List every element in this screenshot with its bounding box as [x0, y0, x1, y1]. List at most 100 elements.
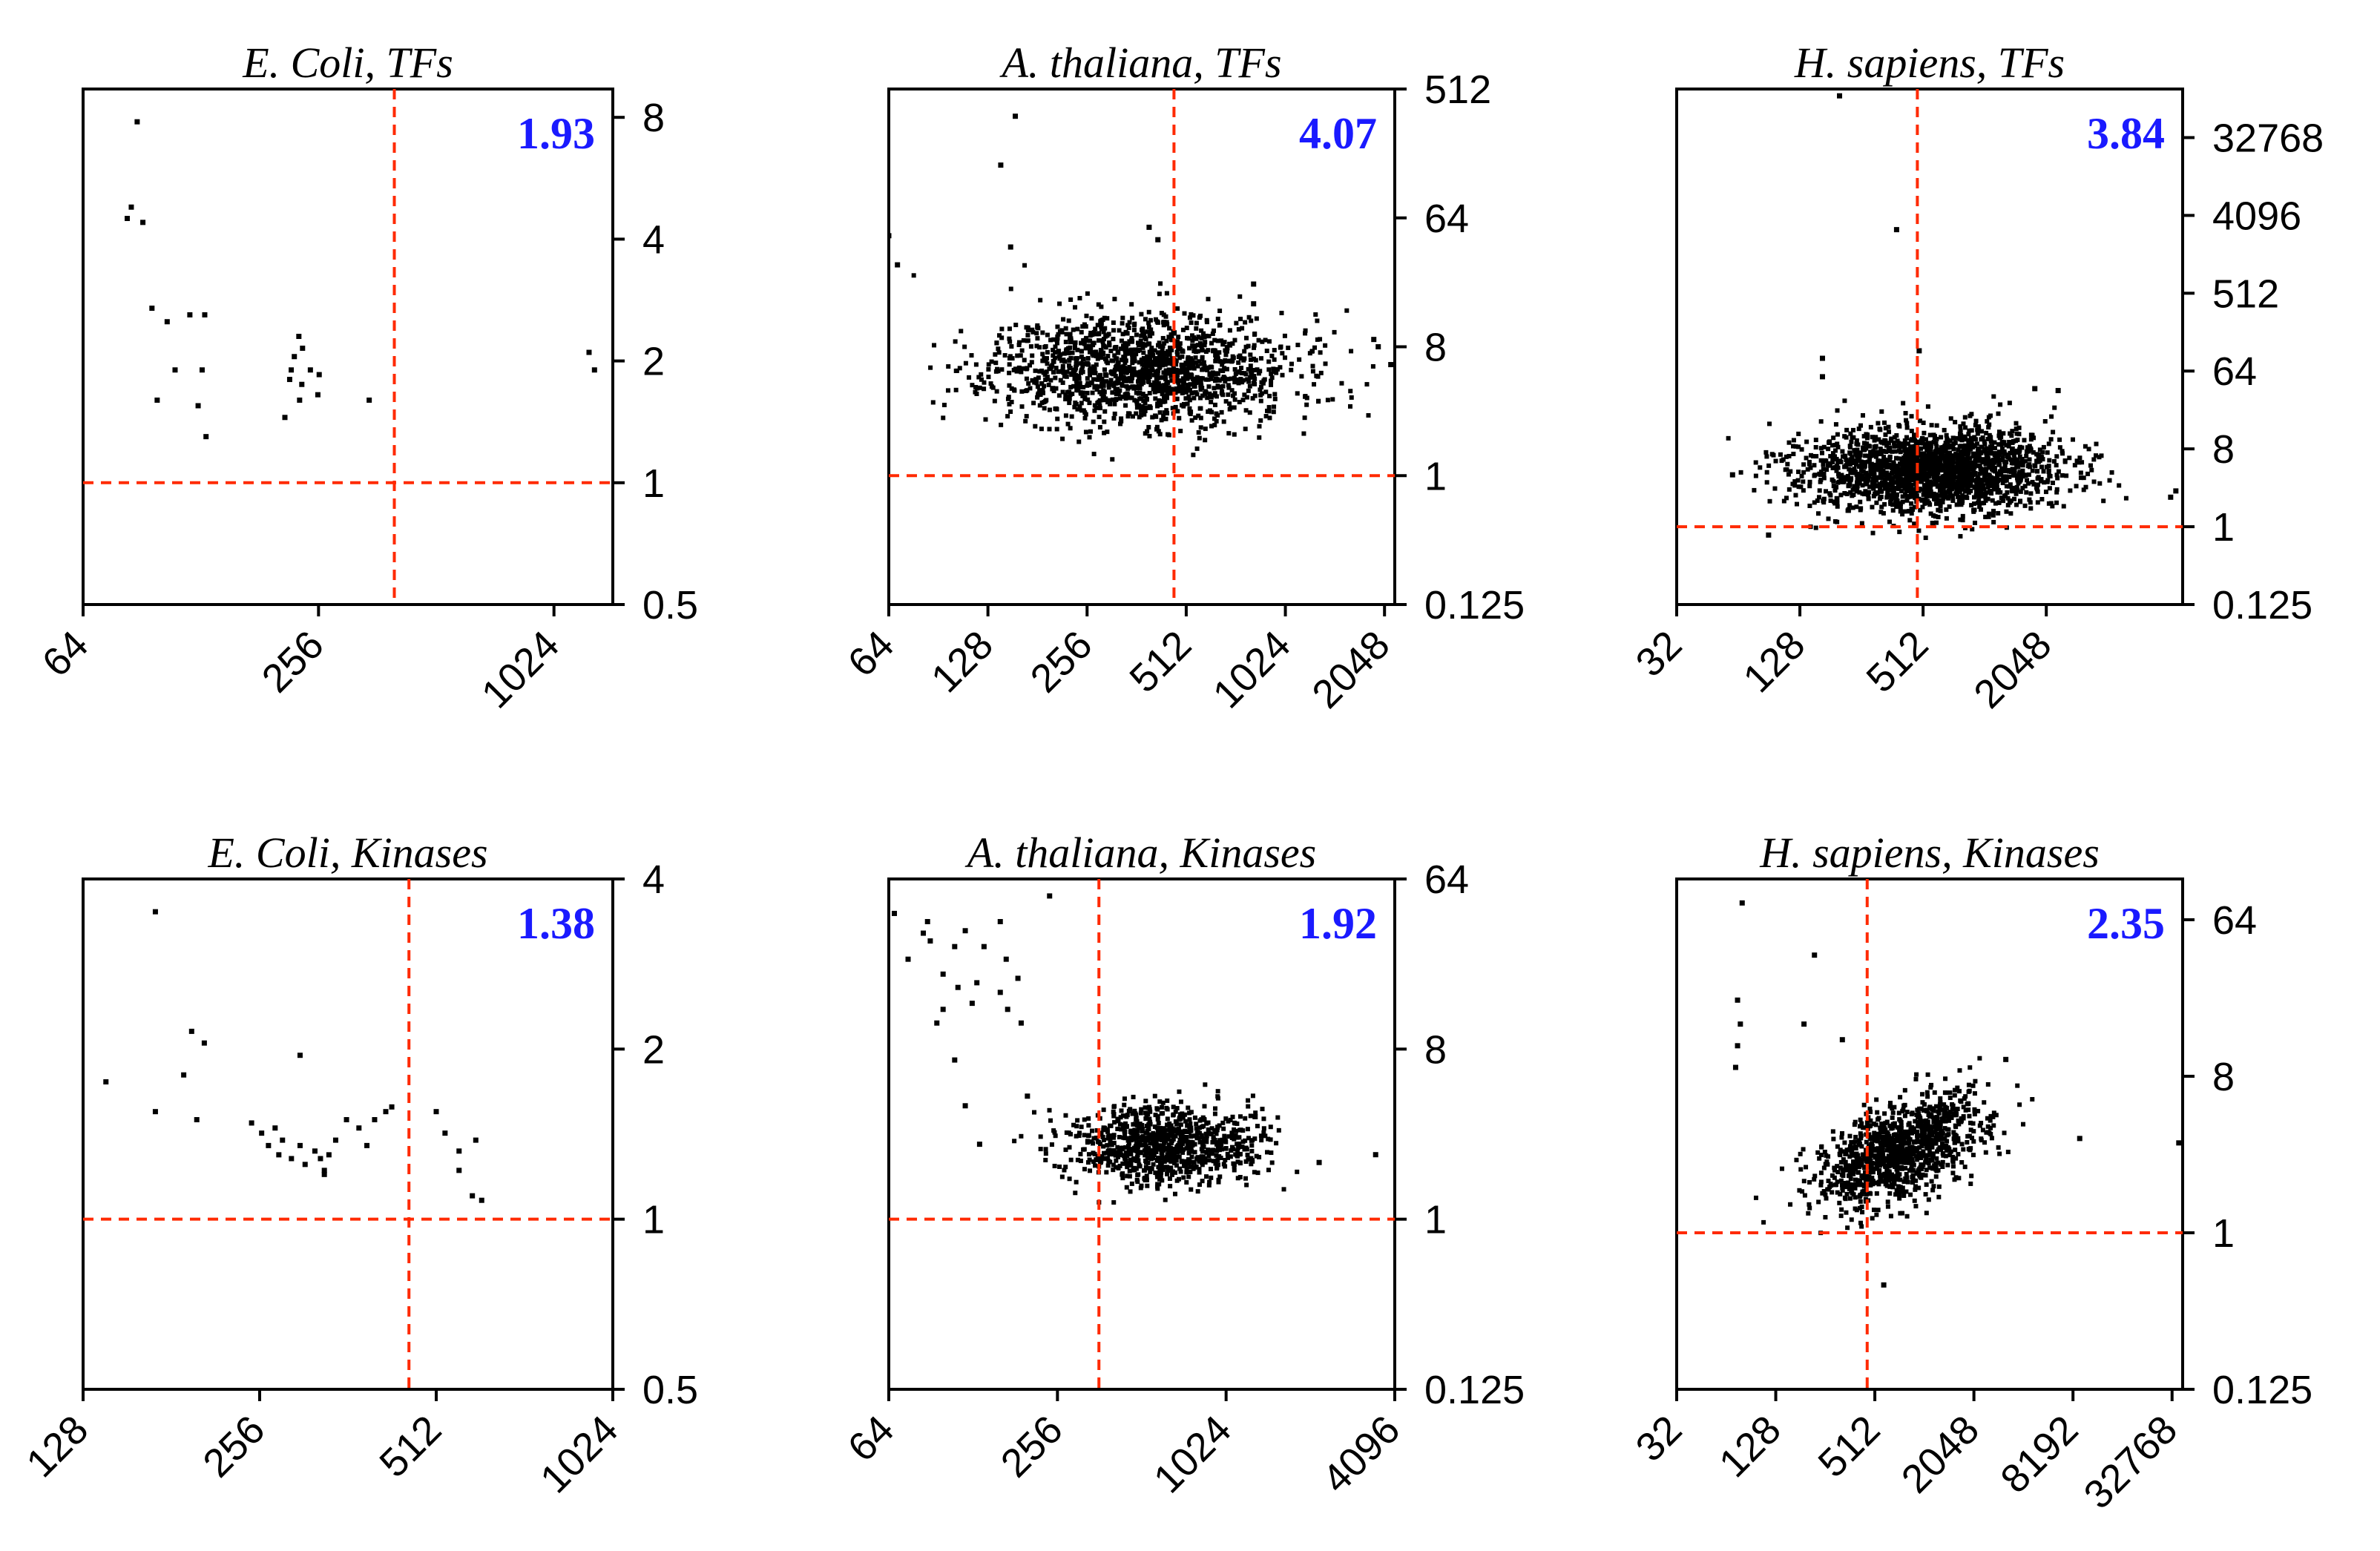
- data-point: [1269, 371, 1274, 376]
- data-point: [999, 422, 1004, 427]
- data-point: [1149, 1151, 1154, 1156]
- data-point: [473, 1137, 479, 1143]
- data-point: [1286, 345, 1291, 350]
- data-point: [1157, 292, 1162, 297]
- data-point: [1212, 378, 1217, 383]
- data-point: [1034, 381, 1039, 386]
- data-point: [1973, 461, 1978, 467]
- data-point: [1131, 366, 1137, 372]
- data-point: [1855, 487, 1860, 492]
- data-point: [1250, 1093, 1255, 1099]
- data-point: [1103, 345, 1108, 350]
- data-point: [1796, 431, 1801, 436]
- data-point: [1991, 513, 1996, 518]
- data-point: [1924, 1090, 1930, 1095]
- data-point: [1059, 1174, 1065, 1179]
- data-point: [1157, 1176, 1163, 1182]
- data-point: [2022, 503, 2028, 508]
- data-point: [1909, 470, 1914, 475]
- data-point: [1123, 1150, 1128, 1155]
- data-point: [1819, 450, 1824, 455]
- data-point: [994, 340, 999, 346]
- data-point: [1128, 1128, 1134, 1133]
- data-point: [911, 273, 916, 278]
- data-point: [1181, 1175, 1186, 1180]
- data-point: [1058, 378, 1063, 383]
- data-point: [2007, 439, 2012, 444]
- data-point: [1255, 367, 1260, 372]
- data-point: [1963, 425, 1968, 430]
- data-point: [997, 918, 1003, 924]
- data-point: [1232, 391, 1237, 396]
- data-point: [1862, 460, 1867, 465]
- data-point: [1888, 499, 1893, 504]
- data-point: [1179, 1113, 1184, 1118]
- data-point: [1977, 493, 1982, 498]
- data-point: [164, 319, 170, 325]
- data-point: [1015, 975, 1021, 981]
- data-point: [1126, 411, 1131, 416]
- data-point: [1947, 450, 1953, 455]
- data-point: [1942, 444, 1947, 450]
- data-point: [1243, 1138, 1248, 1143]
- data-point: [1160, 1127, 1166, 1133]
- data-point: [1232, 380, 1237, 385]
- data-point: [1096, 384, 1101, 389]
- data-point: [1923, 444, 1928, 450]
- data-point: [1318, 350, 1323, 355]
- data-point: [1960, 486, 1965, 491]
- data-point: [1959, 432, 1964, 438]
- data-point: [1187, 346, 1192, 351]
- data-point: [1890, 494, 1896, 499]
- data-point: [1151, 1130, 1156, 1136]
- data-point: [1048, 378, 1053, 383]
- data-point: [1928, 1084, 1933, 1090]
- data-point: [1921, 454, 1926, 459]
- data-point: [1072, 343, 1077, 348]
- data-point: [1790, 481, 1795, 487]
- data-point: [1171, 1104, 1176, 1110]
- data-point: [1206, 1147, 1211, 1153]
- data-point: [1111, 1112, 1117, 1117]
- data-point: [1147, 370, 1152, 375]
- data-point: [1143, 1105, 1148, 1110]
- data-point: [1043, 343, 1048, 349]
- data-point: [1913, 1076, 1919, 1081]
- data-point: [1111, 397, 1116, 402]
- data-point: [1082, 1117, 1087, 1122]
- data-point: [1148, 1154, 1154, 1159]
- data-point: [1148, 1141, 1153, 1146]
- data-point: [1018, 353, 1023, 358]
- data-point: [1212, 386, 1217, 391]
- data-point: [1234, 320, 1239, 326]
- data-point: [1259, 1138, 1264, 1143]
- data-point: [969, 353, 974, 358]
- data-point: [1117, 328, 1122, 333]
- data-point: [1847, 482, 1853, 487]
- data-point: [1051, 386, 1056, 391]
- data-point: [302, 1162, 308, 1168]
- panel-title: H. sapiens, TFs: [1794, 39, 2065, 87]
- data-point: [1837, 93, 1843, 99]
- data-point: [1054, 337, 1059, 343]
- stat-value: 1.38: [517, 899, 595, 948]
- data-point: [1266, 339, 1272, 344]
- data-point: [1102, 315, 1107, 320]
- data-point: [1157, 340, 1162, 346]
- data-point: [2016, 471, 2022, 476]
- data-point: [1912, 461, 1917, 466]
- data-point: [1211, 1147, 1216, 1153]
- data-point: [1869, 461, 1874, 467]
- data-point: [1878, 510, 1884, 515]
- y-tick-label: 4: [642, 217, 665, 262]
- data-point: [1229, 1130, 1235, 1136]
- data-point: [1999, 450, 2005, 455]
- data-point: [1186, 383, 1191, 389]
- data-point: [1136, 391, 1141, 396]
- data-point: [1171, 331, 1177, 336]
- data-point: [1916, 348, 1922, 354]
- data-point: [1129, 395, 1134, 401]
- data-point: [2022, 472, 2027, 478]
- data-point: [1116, 1165, 1121, 1170]
- data-point: [1223, 1139, 1229, 1145]
